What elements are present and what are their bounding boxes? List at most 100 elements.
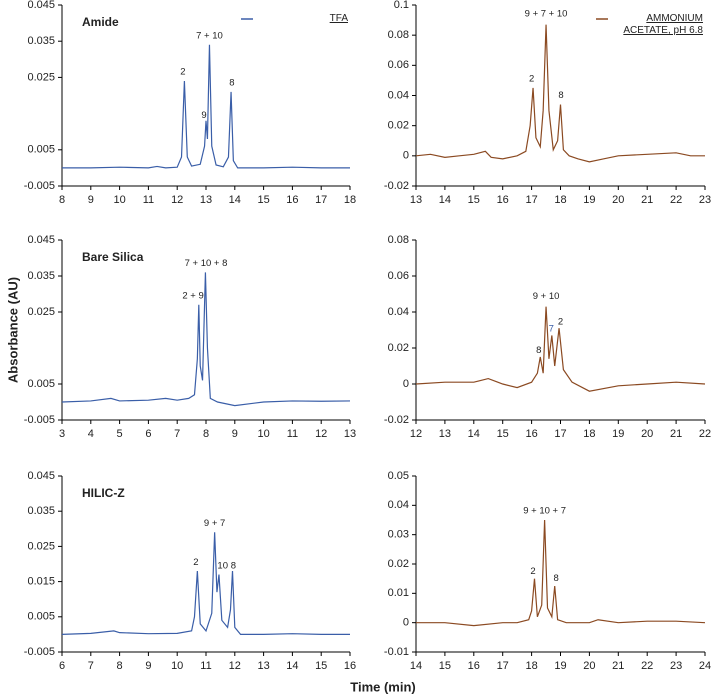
y-tick-label: 0.045 — [27, 234, 55, 246]
peak-label: 2 — [530, 566, 535, 577]
x-tick-label: 13 — [344, 428, 356, 440]
y-tick-label: 0.08 — [388, 29, 409, 41]
x-tick-label: 7 — [88, 660, 94, 672]
x-tick-label: 19 — [583, 194, 595, 206]
x-tick-label: 14 — [439, 194, 451, 206]
x-tick-label: 6 — [145, 428, 151, 440]
x-tick-label: 21 — [641, 194, 653, 206]
x-tick-label: 12 — [171, 194, 183, 206]
x-tick-label: 14 — [410, 660, 422, 672]
peak-label: 9 — [201, 110, 206, 121]
peak-label: 2 + 9 — [182, 290, 203, 301]
x-tick-label: 16 — [525, 428, 537, 440]
x-tick-label: 19 — [554, 660, 566, 672]
y-tick-label: 0.04 — [388, 89, 409, 101]
x-tick-label: 5 — [117, 428, 123, 440]
x-tick-label: 11 — [287, 428, 298, 440]
x-tick-label: 18 — [344, 194, 356, 206]
peak-label: 9 + 7 — [204, 518, 225, 529]
y-tick-label: -0.02 — [384, 414, 409, 426]
y-tick-label: 0.025 — [27, 306, 55, 318]
x-tick-label: 13 — [410, 194, 422, 206]
x-tick-label: 21 — [670, 428, 682, 440]
y-tick-label: 0.035 — [27, 35, 55, 47]
trace — [62, 44, 350, 169]
y-tick-label: 0.015 — [27, 576, 55, 588]
y-tick-label: 0.05 — [388, 470, 409, 482]
peak-label: 7 + 10 + 8 — [185, 258, 228, 269]
peak-label: 10 — [217, 560, 228, 571]
trace — [416, 519, 706, 627]
y-tick-label: -0.02 — [384, 180, 409, 192]
x-tick-label: 16 — [468, 660, 480, 672]
x-tick-label: 15 — [468, 194, 480, 206]
y-tick-label: -0.01 — [384, 646, 409, 658]
y-tick-label: 0.045 — [27, 470, 55, 482]
trace — [61, 532, 350, 635]
y-tick-label: 0.06 — [388, 270, 409, 282]
y-tick-label: 0.02 — [388, 558, 409, 570]
y-tick-label: 0.03 — [388, 529, 409, 541]
peak-label: 2 — [180, 66, 185, 77]
x-tick-label: 12 — [229, 660, 241, 672]
y-tick-label: 0.02 — [388, 342, 409, 354]
y-tick-label: 0.005 — [27, 611, 55, 623]
x-tick-label: 3 — [59, 428, 65, 440]
x-tick-label: 11 — [143, 194, 154, 206]
x-tick-label: 22 — [699, 428, 711, 440]
x-tick-label: 9 — [88, 194, 94, 206]
x-axis-label: Time (min) — [350, 679, 416, 694]
y-tick-label: 0 — [403, 378, 409, 390]
y-axis-label: Absorbance (AU) — [5, 277, 20, 383]
x-tick-label: 21 — [612, 660, 624, 672]
x-tick-label: 18 — [525, 660, 537, 672]
x-tick-label: 16 — [497, 194, 509, 206]
y-tick-label: 0.01 — [388, 587, 409, 599]
peak-label: 9 + 10 + 7 — [523, 506, 566, 517]
y-tick-label: -0.005 — [24, 180, 55, 192]
x-tick-label: 12 — [410, 428, 422, 440]
y-tick-label: 0.045 — [27, 0, 55, 11]
x-tick-label: 17 — [525, 194, 537, 206]
trace — [415, 24, 705, 163]
y-tick-label: -0.005 — [24, 646, 55, 658]
x-tick-label: 15 — [439, 660, 451, 672]
y-tick-label: 0.035 — [27, 270, 55, 282]
x-tick-label: 19 — [612, 428, 624, 440]
x-tick-label: 12 — [315, 428, 327, 440]
x-tick-label: 23 — [699, 194, 711, 206]
x-tick-label: 18 — [583, 428, 595, 440]
peak-label: 8 — [229, 77, 234, 88]
x-tick-label: 7 — [174, 428, 180, 440]
x-tick-label: 22 — [641, 660, 653, 672]
peak-label: 2 — [529, 73, 534, 84]
x-tick-label: 6 — [59, 660, 65, 672]
x-tick-label: 8 — [59, 194, 65, 206]
y-tick-label: 0.04 — [388, 306, 409, 318]
x-tick-label: 14 — [468, 428, 480, 440]
x-tick-label: 13 — [439, 428, 451, 440]
x-tick-label: 17 — [497, 660, 509, 672]
peak-label: 7 + 10 — [196, 30, 223, 41]
y-tick-label: 0.04 — [388, 499, 409, 511]
x-tick-label: 9 — [232, 428, 238, 440]
x-tick-label: 20 — [641, 428, 653, 440]
peak-label: 8 — [231, 560, 236, 571]
x-tick-label: 9 — [145, 660, 151, 672]
x-tick-label: 8 — [203, 428, 209, 440]
x-tick-label: 22 — [670, 194, 682, 206]
x-tick-label: 16 — [344, 660, 356, 672]
peak-label: 2 — [558, 316, 563, 327]
x-tick-label: 14 — [229, 194, 241, 206]
y-tick-label: 0.02 — [388, 120, 409, 132]
x-tick-label: 20 — [612, 194, 624, 206]
panel-title: Amide — [82, 15, 119, 29]
peak-label: 9 + 7 + 10 — [525, 9, 568, 20]
y-tick-label: 0.1 — [394, 0, 409, 11]
x-tick-label: 8 — [117, 660, 123, 672]
y-tick-label: -0.005 — [24, 414, 55, 426]
x-tick-label: 18 — [554, 194, 566, 206]
y-tick-label: 0 — [403, 617, 409, 629]
